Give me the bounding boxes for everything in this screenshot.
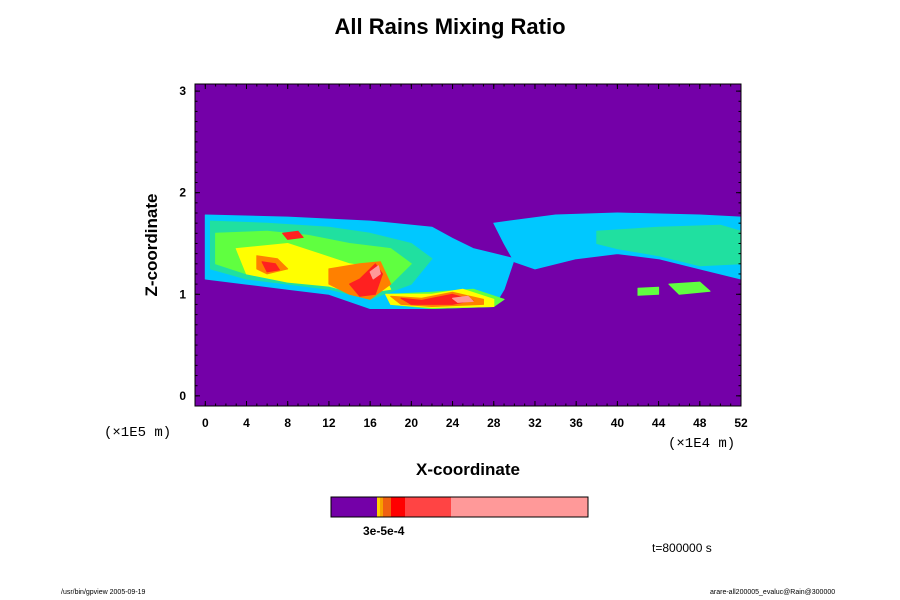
chart-title: All Rains Mixing Ratio [334,14,566,39]
x-axis-unit: (×1E4 m) [668,436,736,452]
colorbar-segment-0 [331,497,377,517]
contour-region-3 [596,224,741,267]
plot-frame [194,83,742,407]
x-tick-label-8: 32 [528,416,542,430]
x-tick-label-13: 52 [734,416,748,430]
x-tick-label-6: 24 [446,416,460,430]
footer-left: /usr/bin/gpview 2005-09-19 [61,589,146,596]
colorbar-labels: 3e-5e-4 [363,524,405,538]
colorbar-segment-2 [380,497,383,517]
y-tick-label-3: 3 [179,84,186,98]
y-tick-label-2: 2 [179,186,186,200]
x-tick-label-9: 36 [569,416,583,430]
colorbar-segment-6 [451,497,588,517]
x-tick-label-0: 0 [202,416,209,430]
x-tick-label-11: 44 [652,416,666,430]
x-tick-label-2: 8 [284,416,291,430]
colorbar-segment-4 [391,497,405,517]
x-tick-label-7: 28 [487,416,501,430]
time-label: t=800000 s [652,541,712,555]
y-tick-label-1: 1 [179,287,186,301]
y-axis-label: Z-coordinate [142,193,161,297]
x-axis-label: X-coordinate [416,460,520,479]
contour-region-17 [369,265,381,280]
colorbar-segment-1 [377,497,380,517]
contour-region-19 [668,281,711,295]
contour-region-18 [637,286,660,296]
colorbar-segment-5 [405,497,451,517]
x-tick-label-12: 48 [693,416,707,430]
contour-region-13 [400,293,474,305]
x-tick-label-5: 20 [405,416,419,430]
contour-region-16 [452,295,474,303]
contour-regions [204,212,741,309]
footer-right: arare-all200005_evaluc@Rain@300000 [710,589,836,596]
contour-region-11 [261,261,280,273]
y-tick-label-0: 0 [179,389,186,403]
colorbar-segment-3 [383,497,391,517]
x-tick-label-10: 40 [611,416,625,430]
contour-region-14 [282,230,304,240]
x-tick-label-4: 16 [363,416,377,430]
colorbar-frame [330,496,589,518]
x-tick-label-3: 12 [322,416,336,430]
y-axis-unit: (×1E5 m) [104,425,172,441]
x-tick-label-1: 4 [243,416,250,430]
